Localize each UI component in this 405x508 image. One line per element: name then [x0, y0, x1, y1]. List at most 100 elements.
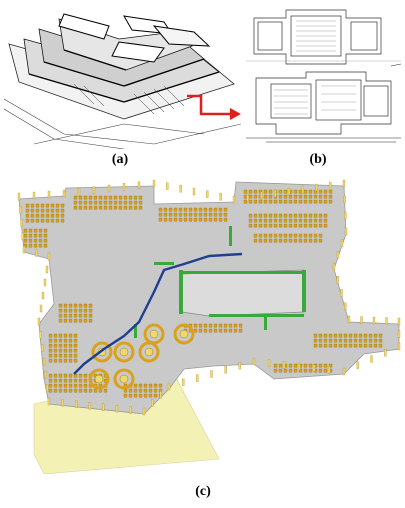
light-post — [356, 361, 359, 369]
caption-b: (b) — [309, 152, 327, 167]
seat — [253, 223, 258, 228]
seat — [133, 205, 138, 210]
seat — [328, 363, 333, 368]
seat — [278, 194, 283, 199]
light-posts — [17, 179, 401, 416]
seat — [328, 338, 333, 343]
seat — [253, 213, 258, 218]
seat — [40, 208, 45, 213]
seat — [25, 208, 30, 213]
light-post — [88, 402, 91, 410]
seat — [313, 233, 318, 238]
light-post — [22, 245, 26, 254]
light-post — [297, 362, 301, 371]
seat — [168, 212, 173, 217]
seat — [43, 228, 48, 233]
seat — [253, 199, 258, 204]
light-post — [336, 251, 340, 259]
seat — [348, 338, 353, 343]
seat — [318, 194, 323, 199]
seat — [328, 199, 333, 204]
seat — [33, 233, 38, 238]
light-post — [102, 403, 105, 411]
seat — [40, 203, 45, 208]
seat — [288, 218, 293, 223]
seat — [298, 223, 303, 228]
round-table — [113, 341, 135, 363]
seat — [278, 238, 283, 243]
door-strip — [229, 226, 232, 246]
seat — [73, 373, 78, 378]
courtyard — [181, 269, 305, 317]
seat — [303, 218, 308, 223]
seat — [83, 200, 88, 205]
seat — [178, 212, 183, 217]
round-table — [173, 323, 195, 345]
seat — [323, 333, 328, 338]
seat — [153, 383, 158, 388]
seat — [60, 213, 65, 218]
seat — [63, 333, 68, 338]
seat — [45, 218, 50, 223]
door-strip — [302, 270, 306, 312]
seat — [298, 194, 303, 199]
seat — [83, 318, 88, 323]
seat — [203, 323, 208, 328]
seat — [358, 338, 363, 343]
seat — [78, 318, 83, 323]
seat — [358, 343, 363, 348]
seat — [55, 213, 60, 218]
light-post — [397, 317, 401, 326]
light-post — [107, 184, 111, 193]
seat — [63, 383, 68, 388]
seat — [283, 213, 288, 218]
seat — [58, 383, 63, 388]
seat — [233, 323, 238, 328]
seat — [218, 207, 223, 212]
light-post — [347, 315, 351, 324]
seat — [48, 338, 53, 343]
seat — [368, 333, 373, 338]
seat — [133, 200, 138, 205]
light-post — [44, 371, 47, 379]
seat — [53, 333, 58, 338]
seat — [123, 393, 128, 398]
seat — [40, 213, 45, 218]
door-strip — [209, 314, 304, 317]
seat — [278, 199, 283, 204]
seat — [143, 383, 148, 388]
seat — [283, 223, 288, 228]
seat — [353, 343, 358, 348]
seat — [373, 338, 378, 343]
seat — [263, 189, 268, 194]
light-post — [342, 367, 346, 376]
seat — [58, 303, 63, 308]
seat — [278, 213, 283, 218]
light-post — [42, 357, 46, 366]
seat — [313, 194, 318, 199]
seat — [63, 313, 68, 318]
seat — [323, 199, 328, 204]
table-top — [144, 347, 154, 357]
seat — [25, 203, 30, 208]
light-post — [47, 252, 51, 261]
seat — [163, 212, 168, 217]
seat — [293, 199, 298, 204]
seat — [53, 348, 58, 353]
seat — [213, 212, 218, 217]
light-post — [287, 187, 291, 196]
seat — [323, 223, 328, 228]
seat — [73, 205, 78, 210]
seat — [253, 194, 258, 199]
light-post — [267, 359, 271, 367]
seat — [223, 328, 228, 333]
seat — [303, 194, 308, 199]
seat — [223, 217, 228, 222]
seat — [73, 200, 78, 205]
light-post — [344, 302, 347, 310]
seat — [198, 217, 203, 222]
seat — [313, 343, 318, 348]
light-post — [342, 179, 346, 188]
seat — [83, 388, 88, 393]
seat — [193, 217, 198, 222]
